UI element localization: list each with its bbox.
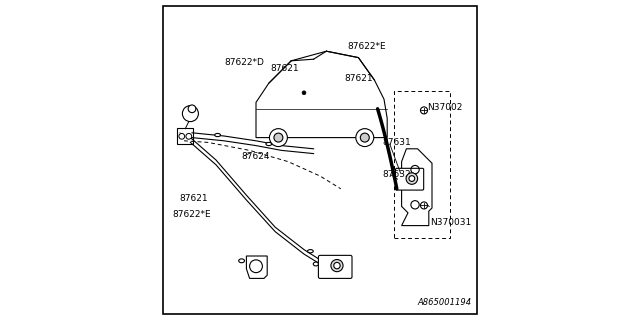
Text: N37002: N37002 xyxy=(428,103,463,112)
Text: 87621: 87621 xyxy=(270,64,299,73)
Circle shape xyxy=(334,262,340,269)
Circle shape xyxy=(420,107,428,114)
Text: 87621: 87621 xyxy=(344,74,372,83)
Polygon shape xyxy=(246,256,268,278)
Circle shape xyxy=(188,105,196,113)
Circle shape xyxy=(250,260,262,273)
Text: 87622*E: 87622*E xyxy=(347,42,386,51)
FancyBboxPatch shape xyxy=(319,255,352,278)
Polygon shape xyxy=(402,149,432,226)
Circle shape xyxy=(179,133,184,139)
Ellipse shape xyxy=(239,259,244,263)
Circle shape xyxy=(269,129,287,147)
Text: A865001194: A865001194 xyxy=(418,298,472,307)
Circle shape xyxy=(302,91,306,95)
Circle shape xyxy=(331,260,343,272)
Ellipse shape xyxy=(266,142,272,146)
FancyBboxPatch shape xyxy=(396,168,424,190)
Text: 87622*D: 87622*D xyxy=(224,58,264,67)
Polygon shape xyxy=(256,51,387,138)
Circle shape xyxy=(186,133,192,139)
Text: 87622*E: 87622*E xyxy=(173,210,211,219)
FancyBboxPatch shape xyxy=(177,128,193,144)
Text: 87621: 87621 xyxy=(179,194,208,203)
Ellipse shape xyxy=(215,133,220,137)
Ellipse shape xyxy=(314,262,319,266)
Circle shape xyxy=(409,176,415,181)
Text: 87632: 87632 xyxy=(383,170,411,179)
Text: 87624: 87624 xyxy=(242,152,270,161)
Circle shape xyxy=(274,133,283,142)
Circle shape xyxy=(406,173,418,184)
Circle shape xyxy=(420,202,428,209)
Circle shape xyxy=(360,133,369,142)
Text: 87631: 87631 xyxy=(383,138,411,147)
Text: N370031: N370031 xyxy=(430,218,472,227)
Ellipse shape xyxy=(307,250,314,253)
Circle shape xyxy=(356,129,374,147)
